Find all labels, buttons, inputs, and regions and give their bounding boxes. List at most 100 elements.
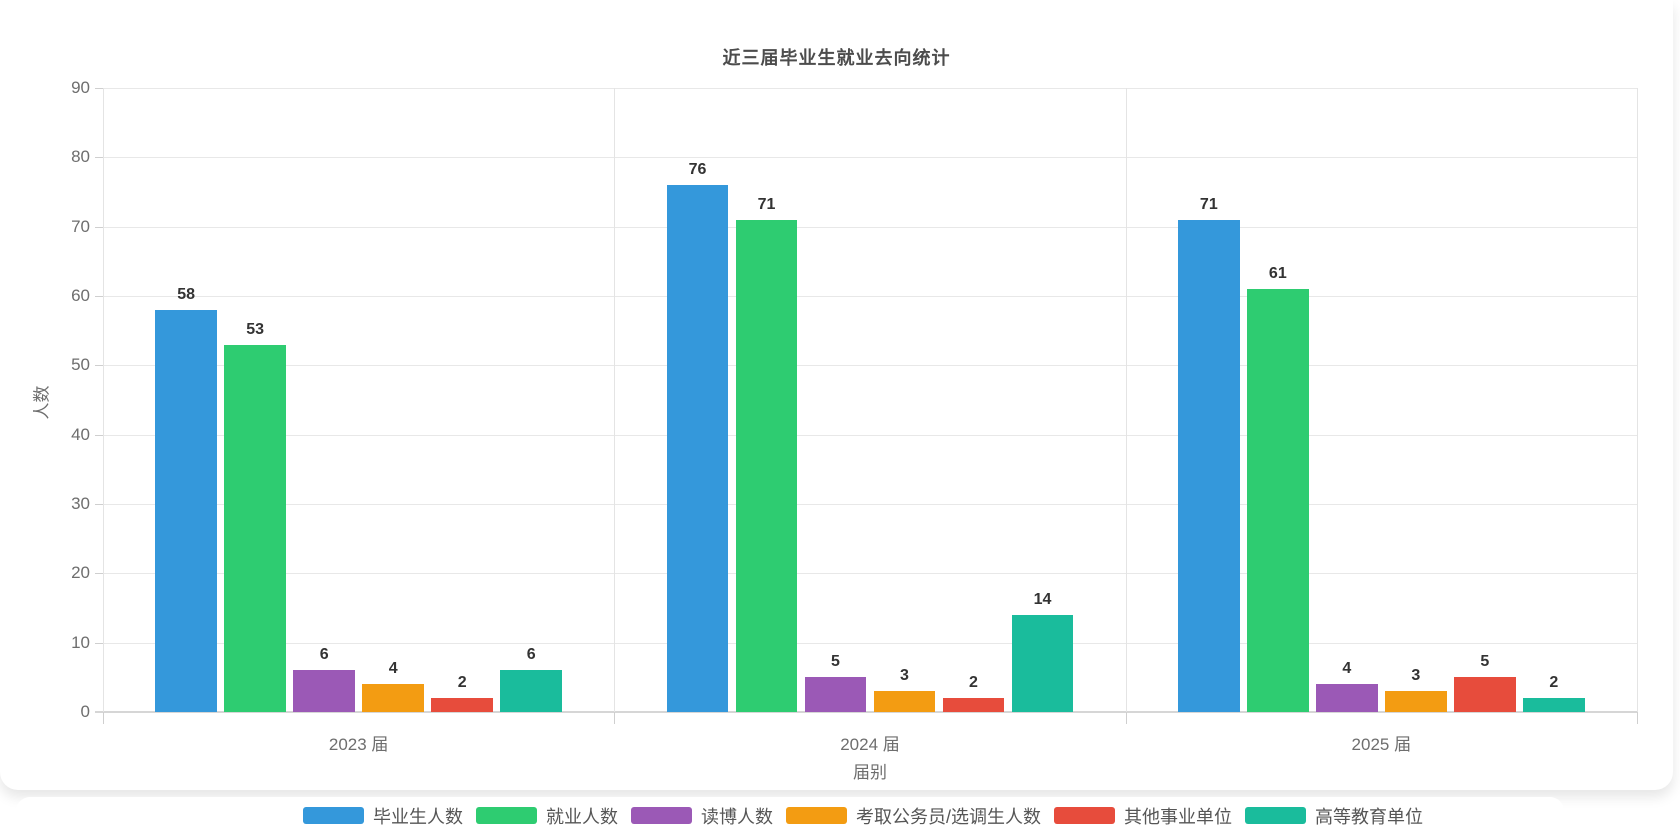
gridline: [103, 365, 1637, 367]
legend-swatch: [1245, 807, 1306, 824]
x-category-label: 2025 届: [1351, 735, 1412, 754]
legend-item-0[interactable]: 毕业生人数: [303, 803, 463, 829]
bar[interactable]: [873, 691, 936, 712]
y-tick-label: 80: [71, 147, 90, 167]
y-axis-title: 人数: [32, 385, 52, 420]
bar[interactable]: [1178, 219, 1240, 712]
bar[interactable]: [804, 677, 867, 712]
chart-legend: 毕业生人数 就业人数 读博人数 考取公务员/选调生人数 其他事业单位 高等教育单位: [16, 797, 1564, 834]
bar-value-label: 2: [969, 674, 978, 692]
legend-label: 读博人数: [701, 806, 773, 827]
legend-swatch: [631, 807, 692, 824]
y-axis-tick: [95, 504, 103, 505]
y-axis-tick: [95, 365, 103, 367]
x-axis-tick: [1637, 712, 1638, 724]
bar-value-label: 6: [319, 646, 329, 664]
y-tick-label: 40: [71, 424, 90, 444]
gridline: [103, 642, 1637, 644]
legend-swatch: [786, 807, 847, 824]
gridline: [103, 296, 1637, 297]
bar[interactable]: [431, 698, 493, 712]
bar-value-label: 2: [457, 674, 467, 692]
y-tick-label: 60: [71, 286, 90, 305]
bar[interactable]: [1247, 289, 1309, 712]
y-tick-label: 10: [71, 632, 90, 652]
y-axis-tick: [95, 573, 103, 575]
bar[interactable]: [1316, 684, 1378, 712]
bar-value-label: 58: [177, 285, 196, 303]
bar-value-label: 3: [900, 667, 909, 685]
legend-item-4[interactable]: 其他事业单位: [1054, 803, 1232, 829]
gridline: [103, 157, 1637, 159]
bar-value-label: 71: [757, 195, 776, 213]
bar[interactable]: [1385, 691, 1447, 712]
legend-label: 就业人数: [546, 806, 618, 827]
y-tick-label: 90: [71, 78, 90, 97]
legend-label: 考取公务员/选调生人数: [856, 806, 1041, 827]
bar[interactable]: [735, 219, 798, 712]
legend-swatch: [476, 807, 537, 824]
legend-item-5[interactable]: 高等教育单位: [1245, 803, 1423, 829]
legend-label: 毕业生人数: [373, 806, 463, 827]
y-tick-label: 30: [71, 494, 90, 513]
chart-card: 近三届毕业生就业去向统计 0 10 20 30 40 50 60 70 80 90 58 53 6 4 2 6…: [32, 48, 1638, 782]
bar[interactable]: [362, 684, 424, 712]
gridline: [103, 573, 1637, 575]
y-axis-tick: [95, 226, 103, 228]
y-axis-tick: [95, 157, 103, 159]
legend-swatch: [303, 807, 364, 824]
y-axis-tick: [95, 296, 103, 297]
bar[interactable]: [155, 309, 217, 712]
bar-value-label: 61: [1268, 265, 1287, 283]
legend-label: 其他事业单位: [1124, 806, 1232, 827]
bar-value-label: 4: [388, 660, 398, 678]
y-axis-tick: [95, 434, 103, 436]
x-category-label: 2024 届: [840, 735, 900, 754]
y-axis-tick: [95, 88, 103, 89]
plot-area: 0 10 20 30 40 50 60 70 80 90 58 53 6 4 2 6 2023 届 76 71 5 3 2…: [71, 78, 1638, 754]
bar-value-label: 5: [1480, 653, 1490, 671]
legend-item-3[interactable]: 考取公务员/选调生人数: [786, 803, 1041, 829]
bar[interactable]: [224, 344, 286, 712]
x-category-label: 2023 届: [328, 735, 389, 754]
x-axis-tick: [103, 712, 104, 724]
chart-title: 近三届毕业生就业去向统计: [722, 48, 951, 68]
gridline: [103, 434, 1637, 436]
bar-value-label: 4: [1342, 660, 1352, 678]
bar[interactable]: [293, 670, 355, 712]
bar-value-label: 76: [688, 161, 707, 179]
y-tick-label: 20: [71, 563, 90, 583]
y-tick-label: 70: [71, 216, 90, 236]
x-axis-tick: [1125, 712, 1127, 724]
bar[interactable]: [666, 185, 729, 712]
bar-value-label: 6: [526, 646, 536, 664]
bar[interactable]: [1454, 677, 1516, 712]
gridline: [103, 504, 1637, 505]
gridline: [103, 88, 1637, 89]
category-split-line: [1637, 88, 1638, 712]
legend-swatch: [1054, 807, 1115, 824]
x-axis-tick: [614, 712, 616, 724]
legend-item-1[interactable]: 就业人数: [476, 803, 618, 829]
category-split-line: [614, 88, 616, 712]
legend-label: 高等教育单位: [1315, 806, 1423, 827]
bar-value-label: 71: [1199, 195, 1218, 213]
x-axis-title: 届别: [853, 763, 887, 782]
bar-value-label: 14: [1033, 590, 1052, 608]
y-tick-label: 0: [80, 702, 90, 721]
category-split-line: [103, 88, 104, 712]
bar[interactable]: [1011, 614, 1074, 712]
y-axis-tick: [95, 642, 103, 644]
bar-value-label: 3: [1411, 667, 1421, 685]
bar-value-label: 2: [1549, 674, 1559, 692]
x-axis-line: [95, 711, 1637, 713]
bar-value-label: 5: [831, 653, 840, 671]
bar[interactable]: [1523, 698, 1585, 712]
gridline: [103, 226, 1637, 228]
bar-value-label: 53: [246, 320, 265, 338]
category-split-line: [1125, 88, 1127, 712]
bar[interactable]: [500, 670, 562, 712]
legend-item-2[interactable]: 读博人数: [631, 803, 773, 829]
y-tick-label: 50: [71, 355, 90, 375]
bar[interactable]: [942, 698, 1005, 712]
